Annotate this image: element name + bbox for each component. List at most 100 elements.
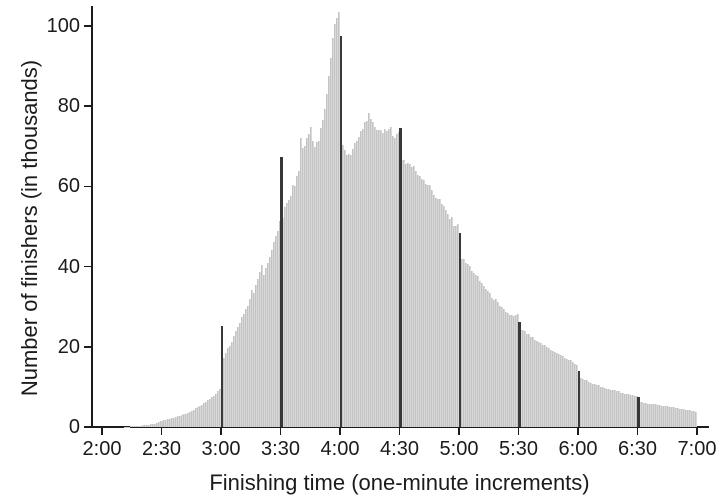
histogram-bar [195, 408, 198, 427]
histogram-bar [347, 154, 350, 427]
histogram-bar [550, 349, 553, 427]
histogram-bar [572, 361, 575, 427]
histogram-bar [201, 404, 204, 427]
histogram-bar [292, 185, 295, 427]
histogram-bar [377, 130, 380, 427]
x-tick-label: 3:00 [201, 438, 241, 460]
histogram-bar [490, 298, 493, 427]
histogram-bar [161, 420, 164, 427]
histogram-bar [579, 377, 582, 427]
histogram-bar [683, 409, 686, 427]
histogram-bar [574, 363, 577, 427]
histogram-bar [175, 417, 178, 427]
histogram-bar [129, 426, 132, 427]
histogram-bar [526, 333, 529, 427]
y-tick-label: 60 [57, 175, 80, 198]
histogram-bar [447, 214, 450, 427]
histogram-bar [282, 218, 285, 427]
histogram-bar [391, 135, 394, 427]
y-tick-label: 20 [57, 335, 80, 358]
histogram-bar [230, 341, 233, 427]
histogram-bar [286, 202, 289, 427]
histogram-bar [633, 396, 636, 427]
histogram-bar [651, 404, 654, 427]
y-tick [83, 426, 91, 428]
histogram-bar [532, 337, 535, 427]
histogram-bar [687, 410, 690, 427]
round-time-spike-bar [399, 128, 402, 427]
histogram-bar [560, 355, 563, 427]
histogram-bar [272, 242, 275, 427]
histogram-bar [345, 155, 348, 427]
histogram-bar [264, 268, 267, 427]
histogram-bar [328, 76, 331, 427]
histogram-bar [310, 127, 313, 427]
histogram-bar [625, 394, 628, 427]
histogram-bar [464, 262, 467, 427]
histogram-bar [314, 147, 317, 427]
histogram-bar [589, 382, 592, 427]
histogram-bar [137, 425, 140, 427]
histogram-bar [244, 308, 247, 427]
histogram-bar [615, 391, 618, 427]
histogram-bar [492, 300, 495, 427]
histogram-bar [655, 404, 658, 427]
y-tick [83, 345, 91, 348]
histogram-bar [125, 426, 128, 427]
y-tick-label: 80 [57, 95, 80, 118]
histogram-bar [510, 314, 513, 427]
histogram-bar [423, 180, 426, 427]
histogram-bar [135, 425, 138, 427]
histogram-bar [332, 38, 335, 427]
histogram-bar [246, 305, 249, 427]
histogram-bar [599, 386, 602, 427]
histogram-bar [153, 423, 156, 427]
histogram-bar [379, 129, 382, 427]
y-axis-line [90, 6, 93, 427]
histogram-bar [540, 343, 543, 427]
histogram-bar [169, 418, 172, 427]
histogram-bar [530, 336, 533, 427]
histogram-bar [623, 393, 626, 427]
round-time-spike-bar [518, 321, 521, 427]
histogram-bar [258, 271, 261, 427]
histogram-bar [665, 406, 668, 427]
histogram-bar [306, 137, 309, 427]
histogram-bar [300, 137, 303, 427]
histogram-bar [460, 259, 463, 427]
histogram-bar [181, 415, 184, 427]
histogram-bar [302, 148, 305, 427]
histogram-bar [695, 411, 698, 427]
x-tick-label: 7:00 [677, 438, 717, 460]
histogram-bar [502, 308, 505, 427]
histogram-bar [254, 284, 257, 427]
histogram-bar [298, 171, 301, 427]
histogram-bar [675, 407, 678, 427]
histogram-bar [177, 416, 180, 427]
histogram-bar [213, 395, 216, 427]
x-tick-label: 4:00 [320, 438, 360, 460]
histogram-bar [528, 334, 531, 427]
histogram-bar [607, 388, 610, 427]
histogram-bar [451, 217, 454, 427]
histogram-bar [433, 194, 436, 427]
histogram-bar [355, 141, 358, 427]
histogram-bar [393, 138, 396, 427]
histogram-bar [639, 402, 642, 427]
histogram-bar [413, 166, 416, 427]
y-tick-label: 40 [57, 255, 80, 278]
histogram-bar [421, 179, 424, 427]
histogram-bar [508, 315, 511, 427]
histogram-bar [385, 131, 388, 427]
histogram-bar [691, 410, 694, 427]
x-tick-label: 5:30 [499, 438, 538, 460]
histogram-bar [322, 119, 325, 427]
histogram-bar [211, 397, 214, 427]
round-time-spike-bar [220, 325, 224, 427]
histogram-bar [488, 293, 491, 427]
histogram-bar [427, 185, 430, 427]
y-tick-label: 100 [46, 15, 80, 37]
x-tick [696, 427, 698, 435]
histogram-bar [145, 425, 148, 427]
